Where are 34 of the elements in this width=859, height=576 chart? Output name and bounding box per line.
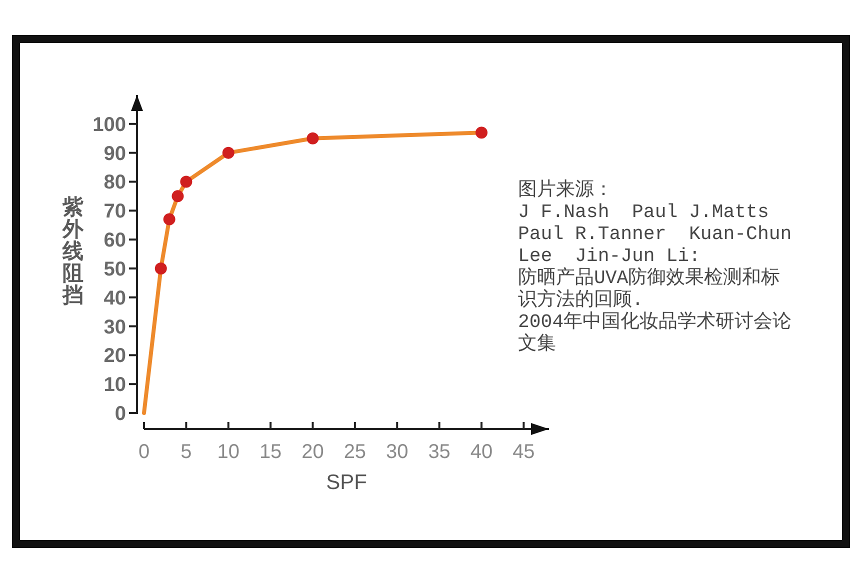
annotation: 防晒产品UVA防御效果检测和标识方法的回顾.	[518, 267, 782, 311]
y-tick-label: 100	[92, 114, 126, 136]
x-tick-label: 45	[512, 441, 535, 463]
y-tick-label: 10	[104, 374, 126, 396]
y-tick-label: 0	[114, 403, 126, 425]
annotation: 图片来源：	[518, 179, 614, 201]
x-tick-label: 30	[386, 441, 408, 463]
x-tick-label: 15	[259, 441, 282, 463]
y-tick-label: 40	[104, 287, 126, 310]
point	[154, 262, 167, 274]
annotation: 2004年中国化妆品学术研讨会论文集	[518, 311, 793, 355]
x-tick-label: 20	[302, 441, 324, 463]
y-tick-label: 50	[104, 258, 126, 280]
x-tick-label: 25	[344, 441, 366, 463]
y-tick-label: 90	[104, 142, 126, 165]
x-tick-label: 5	[180, 441, 192, 463]
x-tick-label: 40	[470, 441, 493, 463]
x-tick-label: 0	[138, 441, 150, 463]
point	[172, 190, 184, 202]
y-tick-label: 70	[104, 200, 126, 223]
point	[306, 132, 319, 144]
point	[180, 176, 192, 188]
point	[222, 146, 234, 159]
y-tick-label: 80	[104, 172, 126, 194]
y-axis-title: 紫外线阻挡	[62, 196, 84, 307]
y-tick-label: 20	[104, 345, 126, 368]
point	[163, 213, 176, 226]
y-tick-label: 60	[104, 230, 126, 252]
y-tick-label: 30	[104, 316, 126, 338]
annotation: J F.Nash Paul J.Matts Paul R.Tanner Kuan-Chun Lee Jin-Jun Li:	[518, 201, 793, 267]
x-tick-label: 35	[428, 441, 450, 463]
point	[476, 126, 488, 139]
x-tick-label: 10	[217, 441, 240, 463]
x-axis-title: SPF	[326, 471, 367, 494]
